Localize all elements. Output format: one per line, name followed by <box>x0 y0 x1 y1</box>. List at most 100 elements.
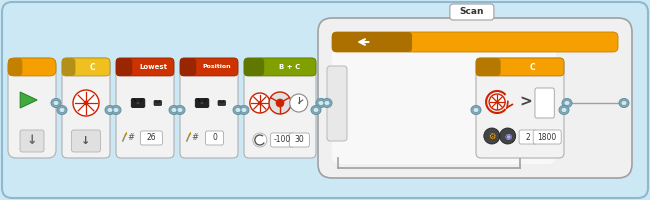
FancyBboxPatch shape <box>244 58 264 76</box>
FancyBboxPatch shape <box>318 18 632 178</box>
FancyBboxPatch shape <box>332 32 618 52</box>
Text: Scan: Scan <box>460 7 484 17</box>
FancyBboxPatch shape <box>116 58 174 76</box>
FancyBboxPatch shape <box>332 32 412 52</box>
Text: 26: 26 <box>146 134 156 142</box>
Text: C: C <box>530 62 535 72</box>
Polygon shape <box>20 92 37 108</box>
Ellipse shape <box>316 98 326 108</box>
Text: Position: Position <box>203 64 231 70</box>
FancyBboxPatch shape <box>244 58 316 76</box>
Ellipse shape <box>233 106 243 114</box>
FancyBboxPatch shape <box>136 102 140 104</box>
FancyBboxPatch shape <box>200 102 203 104</box>
Circle shape <box>276 99 284 107</box>
Ellipse shape <box>57 106 67 114</box>
Ellipse shape <box>471 106 481 114</box>
Ellipse shape <box>111 106 121 114</box>
Ellipse shape <box>171 108 177 112</box>
Ellipse shape <box>175 106 185 114</box>
Circle shape <box>84 101 88 105</box>
Text: B + C: B + C <box>280 64 301 70</box>
Ellipse shape <box>239 106 249 114</box>
Circle shape <box>500 128 515 144</box>
FancyBboxPatch shape <box>8 58 56 76</box>
Text: 0: 0 <box>212 134 217 142</box>
FancyBboxPatch shape <box>476 58 501 76</box>
Text: ⚙: ⚙ <box>488 132 495 140</box>
Text: ↓: ↓ <box>27 134 37 146</box>
Ellipse shape <box>559 106 569 114</box>
FancyBboxPatch shape <box>154 100 161 106</box>
FancyBboxPatch shape <box>218 100 226 106</box>
Ellipse shape <box>113 108 119 112</box>
Ellipse shape <box>564 100 570 106</box>
Ellipse shape <box>235 108 241 112</box>
FancyBboxPatch shape <box>270 133 294 147</box>
FancyBboxPatch shape <box>180 58 238 76</box>
Ellipse shape <box>324 100 330 106</box>
FancyBboxPatch shape <box>450 4 494 20</box>
FancyBboxPatch shape <box>195 98 209 108</box>
FancyBboxPatch shape <box>327 66 347 141</box>
Circle shape <box>253 133 267 147</box>
FancyBboxPatch shape <box>140 131 162 145</box>
Text: Lowest: Lowest <box>139 64 167 70</box>
Ellipse shape <box>107 108 113 112</box>
FancyBboxPatch shape <box>8 58 56 158</box>
FancyBboxPatch shape <box>519 130 537 144</box>
FancyBboxPatch shape <box>205 131 224 145</box>
Ellipse shape <box>619 98 629 108</box>
Ellipse shape <box>561 108 567 112</box>
Ellipse shape <box>105 106 115 114</box>
Ellipse shape <box>59 108 65 112</box>
Ellipse shape <box>51 98 61 108</box>
Text: 30: 30 <box>294 136 304 144</box>
FancyBboxPatch shape <box>116 58 174 158</box>
Circle shape <box>489 94 505 110</box>
Circle shape <box>484 128 500 144</box>
FancyBboxPatch shape <box>20 130 44 152</box>
Text: 1800: 1800 <box>538 132 557 142</box>
FancyBboxPatch shape <box>62 58 110 158</box>
Ellipse shape <box>621 100 627 106</box>
FancyBboxPatch shape <box>476 58 564 158</box>
Ellipse shape <box>562 98 572 108</box>
Ellipse shape <box>169 106 179 114</box>
Ellipse shape <box>318 100 324 106</box>
Ellipse shape <box>322 98 332 108</box>
FancyBboxPatch shape <box>131 98 145 108</box>
FancyBboxPatch shape <box>180 58 196 76</box>
FancyBboxPatch shape <box>2 2 648 198</box>
Ellipse shape <box>313 108 319 112</box>
FancyBboxPatch shape <box>332 32 556 164</box>
FancyBboxPatch shape <box>8 58 22 76</box>
Ellipse shape <box>473 108 479 112</box>
FancyBboxPatch shape <box>289 133 309 147</box>
Ellipse shape <box>241 108 247 112</box>
FancyBboxPatch shape <box>244 58 316 158</box>
Text: 2: 2 <box>526 132 530 142</box>
Text: #: # <box>127 134 135 142</box>
Ellipse shape <box>53 100 59 106</box>
Circle shape <box>73 90 99 116</box>
Circle shape <box>290 94 307 112</box>
Ellipse shape <box>311 106 321 114</box>
Circle shape <box>258 101 262 105</box>
Text: #: # <box>191 134 198 142</box>
Text: ◉: ◉ <box>504 132 512 140</box>
FancyBboxPatch shape <box>535 88 554 118</box>
Circle shape <box>250 93 270 113</box>
Text: C: C <box>90 62 96 72</box>
FancyBboxPatch shape <box>116 58 132 76</box>
FancyBboxPatch shape <box>476 58 564 76</box>
FancyBboxPatch shape <box>62 58 75 76</box>
Circle shape <box>496 101 499 103</box>
Text: -100: -100 <box>274 136 291 144</box>
Circle shape <box>269 92 291 114</box>
Text: >: > <box>520 95 532 110</box>
FancyBboxPatch shape <box>72 130 100 152</box>
Ellipse shape <box>177 108 183 112</box>
FancyBboxPatch shape <box>533 130 561 144</box>
FancyBboxPatch shape <box>180 58 238 158</box>
